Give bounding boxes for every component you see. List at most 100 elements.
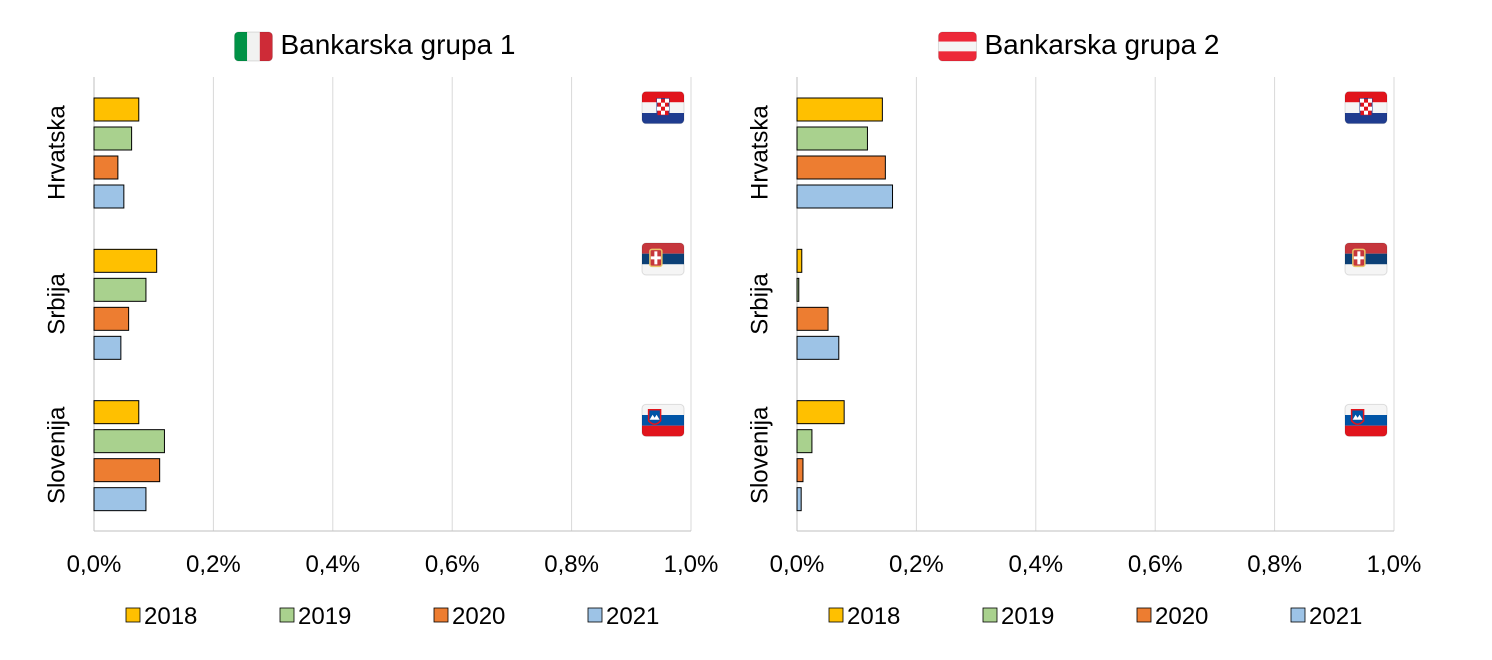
panel-2-austria-flag-icon-body bbox=[938, 32, 977, 61]
panel-2-x-tick-label: 0,4% bbox=[1008, 551, 1063, 578]
panel-1-legend-label: 2019 bbox=[298, 603, 351, 630]
panel-2-slovenia-flag-icon-red bbox=[1345, 425, 1387, 437]
panel-2-legend-swatch-2019 bbox=[982, 607, 998, 623]
panel-1-italy-flag-icon-body bbox=[234, 32, 273, 61]
panel-2-title-group: Bankarska grupa 2 bbox=[984, 29, 1219, 60]
panel-2-slovenia-flag-icon-shield bbox=[1350, 409, 1365, 426]
panel-2-austria-flag-icon-border bbox=[937, 31, 977, 62]
panel-1-bar-srbija-2019 bbox=[93, 277, 147, 302]
panel-1-bar-srbija-2021 bbox=[93, 335, 122, 360]
panel-1-croatia-flag-icon-check-2 bbox=[665, 98, 669, 103]
panel-2-bar-srbija-2019 bbox=[796, 277, 800, 302]
panel-1-croatia-flag-icon-border bbox=[641, 91, 685, 125]
panel-2-serbia-flag-icon-border bbox=[1344, 242, 1388, 276]
panel-1-italy-flag-icon-border bbox=[233, 31, 273, 62]
panel-2-bar-slovenija-2020 bbox=[796, 458, 804, 483]
panel-2-serbia-flag-icon bbox=[1344, 242, 1388, 276]
panel-1-slovenia-flag-icon-mountain bbox=[649, 414, 660, 420]
panel-2-serbia-flag-icon-cross-h bbox=[1353, 256, 1364, 260]
panel-1-bar-hrvatska-2019 bbox=[93, 126, 133, 151]
panel-1-bar-hrvatska-2021 bbox=[93, 184, 125, 209]
panel-1-slovenia-flag-icon-red bbox=[642, 425, 684, 437]
panel-1-serbia-flag-icon-body bbox=[642, 243, 684, 275]
panel-1-title: Bankarska grupa 1 bbox=[280, 29, 515, 60]
panel-1-legend-label: 2018 bbox=[144, 603, 197, 630]
panel-1-croatia-flag-icon-check-4 bbox=[657, 106, 661, 111]
panel-2-x-tick-label: 1,0% bbox=[1367, 551, 1422, 578]
panel-2-croatia-flag-icon-check-6 bbox=[1364, 110, 1368, 115]
panel-2-legend-label: 2020 bbox=[1155, 603, 1208, 630]
panel-1-x-tick-label: 0,0% bbox=[67, 551, 122, 578]
panel-1-croatia-flag-icon-check-6 bbox=[661, 110, 665, 115]
panel-2-croatia-flag-icon-check-2 bbox=[1368, 98, 1372, 103]
panel-2-slovenia-flag-icon bbox=[1344, 403, 1388, 437]
panel-1-slovenia-flag-icon-shield bbox=[647, 409, 662, 426]
panel-2-slovenia-flag-icon-body bbox=[1345, 404, 1387, 437]
panel-1-italy-flag-icon-green bbox=[234, 32, 248, 61]
panel-2-slovenia-flag-icon-mountain bbox=[1352, 414, 1363, 420]
panel-1-italy-flag-icon-red bbox=[259, 32, 273, 61]
panel-1-serbia-flag-icon-cross-h bbox=[650, 256, 661, 260]
panel-2-bar-srbija-2021 bbox=[796, 335, 840, 360]
panel-2-croatia-flag-icon-red bbox=[1345, 91, 1387, 103]
panel-2-bar-srbija-2020 bbox=[796, 306, 829, 331]
panel-2-austria-flag-icon-red-bottom bbox=[938, 51, 977, 61]
panel-1-serbia-flag-icon-red bbox=[642, 243, 684, 254]
panel-2-category-label: Srbija bbox=[746, 273, 773, 335]
panel-1-croatia-flag-icon-body bbox=[642, 91, 684, 124]
panel-2-legend-label: 2018 bbox=[847, 603, 900, 630]
panel-1-serbia-flag-icon-white bbox=[642, 264, 684, 275]
panel-1-slovenia-flag-icon-body bbox=[642, 404, 684, 437]
panel-2-legend-swatch-2018 bbox=[828, 607, 844, 623]
panel-1-legend-label: 2020 bbox=[452, 603, 505, 630]
panel-2-serbia-flag-icon-body bbox=[1345, 243, 1387, 275]
panel-2-bar-slovenija-2018 bbox=[796, 400, 845, 425]
panel-2-bar-hrvatska-2020 bbox=[796, 155, 886, 180]
panel-2-croatia-flag-icon-blue bbox=[1345, 113, 1387, 124]
panel-1-bar-slovenija-2018 bbox=[93, 400, 140, 425]
panel-1-title-group: Bankarska grupa 1 bbox=[280, 29, 515, 60]
panel-1-italy-flag-icon bbox=[233, 31, 273, 62]
panel-2-serbia-flag-icon-red bbox=[1345, 243, 1387, 254]
panel-1-italy-flag-icon-white bbox=[247, 32, 260, 61]
panel-2-austria-flag-icon-red-top bbox=[938, 32, 977, 42]
panel-2-legend-swatch-2021 bbox=[1290, 607, 1306, 623]
panel-1-x-tick-label: 0,6% bbox=[425, 551, 480, 578]
panel-2-legend-label: 2021 bbox=[1309, 603, 1362, 630]
panel-1-bar-srbija-2018 bbox=[93, 248, 158, 273]
panel-2-croatia-flag-icon-body bbox=[1345, 91, 1387, 124]
panel-2-croatia-flag-icon-check-3 bbox=[1364, 102, 1368, 107]
panel-2-croatia-flag-icon bbox=[1344, 91, 1388, 125]
panel-1-croatia-flag-icon-blue bbox=[642, 113, 684, 124]
panel-1-slovenia-flag-icon bbox=[641, 403, 685, 437]
panel-2-x-tick-label: 0,2% bbox=[889, 551, 944, 578]
panel-1-x-tick-label: 0,2% bbox=[186, 551, 241, 578]
panel-1-slovenia-flag-icon-blue bbox=[642, 415, 684, 426]
panel-1-bar-slovenija-2021 bbox=[93, 487, 147, 512]
panel-2-x-tick-label: 0,0% bbox=[770, 551, 825, 578]
panel-2-croatia-flag-icon-check-1 bbox=[1360, 98, 1364, 103]
panel-1-bar-slovenija-2019 bbox=[93, 429, 165, 454]
panel-2-category-label: Slovenija bbox=[746, 406, 773, 504]
panel-2-croatia-flag-icon-check-5 bbox=[1368, 106, 1372, 111]
panel-1-category-label: Slovenija bbox=[43, 406, 70, 504]
panel-2-bar-slovenija-2019 bbox=[796, 429, 813, 454]
panel-2-x-tick-label: 0,8% bbox=[1247, 551, 1302, 578]
panel-1-serbia-flag-icon bbox=[641, 242, 685, 276]
panel-2-title: Bankarska grupa 2 bbox=[984, 29, 1219, 60]
panel-1-croatia-flag-icon bbox=[641, 91, 685, 125]
panel-2-slovenia-flag-icon-border bbox=[1344, 403, 1388, 437]
panel-1-slovenia-flag-icon-white bbox=[642, 404, 684, 415]
panel-1-croatia-flag-icon-check-3 bbox=[661, 102, 665, 107]
panel-2-austria-flag-icon bbox=[937, 31, 977, 62]
panel-2-croatia-flag-icon-check-4 bbox=[1360, 106, 1364, 111]
panel-1-croatia-flag-icon-check-1 bbox=[657, 98, 661, 103]
panel-1-slovenia-flag-icon-border bbox=[641, 403, 685, 437]
panel-2-austria-flag-icon-white bbox=[938, 41, 977, 52]
panel-1-legend-swatch-2019 bbox=[279, 607, 295, 623]
panel-1-x-tick-label: 1,0% bbox=[664, 551, 719, 578]
panel-1: Bankarska grupa 1 0,0% 0,2% 0,4% 0,6% 0,8% 1,0… bbox=[43, 29, 718, 630]
panel-1-legend-swatch-2020 bbox=[433, 607, 449, 623]
panel-1-bar-hrvatska-2018 bbox=[93, 97, 140, 122]
